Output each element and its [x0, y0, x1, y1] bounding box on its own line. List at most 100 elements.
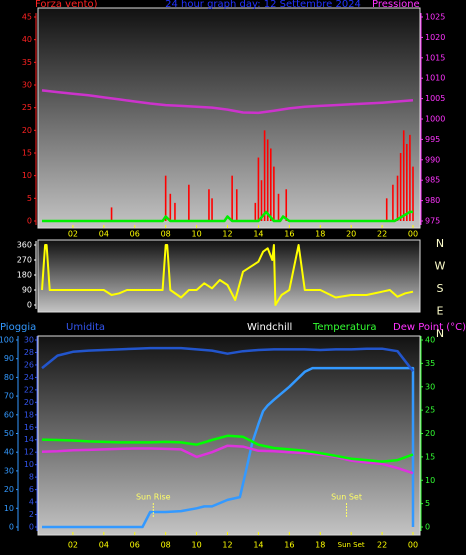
- plot-area: [37, 239, 421, 313]
- compass-label: W: [435, 260, 446, 273]
- x-tick-label: 08: [161, 541, 171, 550]
- x-tick-label: 20: [346, 230, 356, 239]
- y-tick-label: 10: [4, 504, 14, 513]
- x-tick-label: 04: [99, 230, 109, 239]
- bar: [208, 189, 210, 221]
- bar: [273, 166, 275, 221]
- series-line: [41, 89, 414, 115]
- y-tick-label: 20: [4, 485, 14, 494]
- series-line: [41, 244, 414, 306]
- y-tick-label: 20: [22, 126, 32, 135]
- x-tick-label: 00: [408, 541, 418, 550]
- y2-tick-label: 1010: [425, 74, 445, 83]
- y-tick-label: 60: [4, 410, 14, 419]
- y2-tick-label: 15: [425, 452, 435, 461]
- y-tick-label: 30: [4, 466, 14, 475]
- y-tick-label: 100: [0, 336, 14, 345]
- x-tick-label: 04: [99, 541, 109, 550]
- bar: [392, 184, 394, 221]
- x-tick-label: 06: [130, 541, 140, 550]
- y3-tick-label: 12: [24, 448, 34, 457]
- bar: [164, 175, 167, 221]
- y-tick-label: 0: [27, 217, 32, 226]
- y-tick-label: 35: [22, 58, 32, 67]
- bar: [396, 175, 399, 221]
- y3-tick-label: 4: [29, 498, 34, 507]
- y-tick-label: 10: [22, 171, 32, 180]
- y-tick-label: 90: [22, 286, 32, 295]
- bar: [110, 207, 113, 221]
- y2-tick-label: 985: [425, 176, 440, 185]
- y-tick-label: 40: [4, 448, 14, 457]
- bar: [409, 134, 411, 221]
- y-tick-label: 15: [22, 149, 32, 158]
- y-tick-label: 50: [4, 429, 14, 438]
- y-tick-label: 40: [22, 35, 32, 44]
- y-tick-label: 180: [17, 271, 32, 280]
- y3-tick-label: 30: [24, 336, 34, 345]
- y2-tick-label: 1005: [425, 94, 445, 103]
- x-tick-label: 12: [222, 541, 232, 550]
- x-tick-label: 14: [253, 230, 263, 239]
- y2-tick-label: 40: [425, 336, 435, 345]
- bar: [412, 166, 414, 221]
- y3-tick-label: 24: [24, 373, 34, 382]
- y3-tick-label: 0: [29, 523, 34, 532]
- y3-tick-label: 28: [24, 348, 34, 357]
- bar: [174, 202, 176, 221]
- y-tick-label: 0: [9, 523, 14, 532]
- series-line: [41, 444, 414, 475]
- y-tick-label: 70: [4, 392, 14, 401]
- bar: [257, 157, 260, 221]
- y-tick-label: 270: [17, 256, 32, 265]
- y2-tick-label: 975: [425, 217, 440, 226]
- y2-tick-label: 30: [425, 382, 435, 391]
- bar: [406, 143, 408, 221]
- x-tick-label: Sun Set: [338, 541, 365, 549]
- legend-entry: Windchill: [247, 322, 292, 333]
- y-tick-label: 360: [17, 241, 32, 250]
- x-tick-label: 18: [315, 230, 325, 239]
- bar: [169, 193, 172, 221]
- legend-entry: Temperatura: [312, 322, 377, 333]
- y3-tick-label: 8: [29, 473, 34, 482]
- y-tick-label: 45: [22, 13, 32, 22]
- compass-label: S: [437, 282, 444, 295]
- bar: [260, 180, 263, 221]
- legend-entry: Forza vento): [35, 0, 98, 10]
- y2-tick-label: 980: [425, 196, 440, 205]
- y-tick-label: 0: [27, 301, 32, 310]
- compass-label: N: [436, 327, 444, 340]
- bar: [277, 193, 280, 221]
- y3-tick-label: 22: [24, 385, 34, 394]
- y-tick-label: 5: [27, 194, 32, 203]
- y2-tick-label: 995: [425, 135, 440, 144]
- bar: [399, 153, 402, 221]
- legend-entry: Umidita: [66, 322, 105, 333]
- y3-tick-label: 16: [24, 423, 34, 432]
- compass-label: N: [436, 237, 444, 250]
- annotation: Sun Rise: [136, 493, 171, 502]
- x-tick-label: 22: [377, 541, 387, 550]
- y2-tick-label: 1020: [425, 33, 445, 42]
- y2-tick-label: 990: [425, 155, 440, 164]
- x-tick-label: 06: [130, 230, 140, 239]
- bar: [385, 198, 388, 221]
- x-tick-label: 16: [284, 230, 294, 239]
- y2-tick-label: 35: [425, 359, 435, 368]
- x-tick-label: 10: [191, 541, 201, 550]
- x-tick-label: 02: [68, 541, 78, 550]
- series-line: [41, 434, 414, 463]
- chart-title: 24 hour graph day: 12 Settembre 2024: [165, 0, 361, 10]
- y-tick-label: 30: [22, 81, 32, 90]
- compass-label: E: [437, 305, 444, 318]
- y3-tick-label: 6: [29, 485, 34, 494]
- bar: [285, 189, 288, 221]
- bar: [254, 202, 257, 221]
- bar: [263, 130, 266, 221]
- bar: [269, 148, 272, 221]
- y-tick-label: 25: [22, 103, 32, 112]
- bar: [211, 198, 213, 221]
